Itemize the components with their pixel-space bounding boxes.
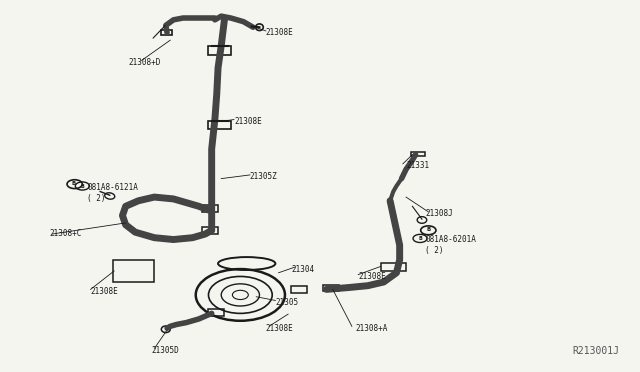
Text: 21308+D: 21308+D [129, 58, 161, 67]
Text: 21304: 21304 [291, 264, 314, 273]
Text: 21305: 21305 [275, 298, 298, 307]
Text: 21305Z: 21305Z [250, 172, 278, 181]
Text: 21331: 21331 [406, 161, 429, 170]
Text: 21308+A: 21308+A [355, 324, 387, 333]
Text: 21308E: 21308E [266, 28, 294, 37]
Bar [202, 205, 218, 212]
Text: B: B [81, 183, 84, 189]
Text: 081A8-6121A: 081A8-6121A [88, 183, 138, 192]
Bar [291, 286, 307, 293]
Bar [209, 121, 231, 129]
Text: B: B [426, 227, 431, 232]
Bar [161, 30, 172, 35]
Text: 21308E: 21308E [266, 324, 294, 333]
Text: 21308E: 21308E [234, 117, 262, 126]
Bar [202, 227, 218, 234]
Bar [113, 260, 154, 282]
Text: 21308+C: 21308+C [49, 230, 81, 238]
Bar [411, 152, 425, 157]
Bar [381, 263, 406, 271]
Text: 21305D: 21305D [151, 346, 179, 355]
Text: 21308E: 21308E [91, 287, 118, 296]
Bar [209, 310, 225, 316]
Text: R213001J: R213001J [573, 346, 620, 356]
Text: 21308E: 21308E [358, 272, 386, 281]
Text: B: B [418, 236, 422, 241]
Text: B: B [71, 181, 76, 186]
Text: ( 2): ( 2) [425, 246, 444, 255]
Text: 21308J: 21308J [425, 209, 453, 218]
Bar [323, 285, 339, 291]
Text: 081A8-6201A: 081A8-6201A [425, 235, 476, 244]
Bar [209, 46, 231, 55]
Text: ( 2): ( 2) [88, 195, 106, 203]
